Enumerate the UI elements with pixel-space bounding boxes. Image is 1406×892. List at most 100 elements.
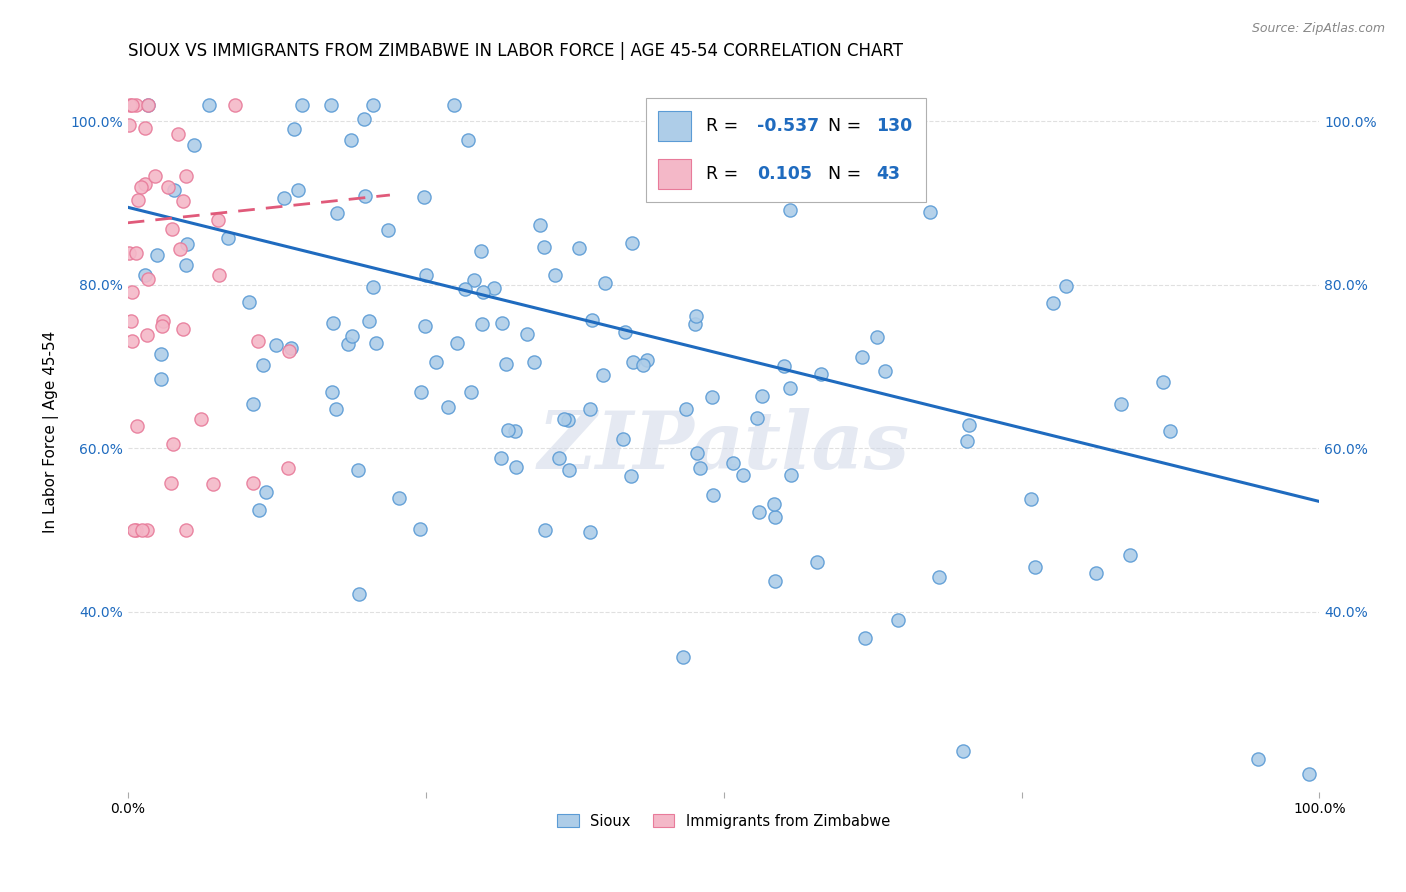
Point (152, 314, 174, 328)
Point (207, 213, 229, 227)
Point (747, 410, 769, 425)
Point (242, 476, 264, 491)
Point (700, 390, 723, 404)
Point (683, 317, 706, 331)
Point (748, 505, 770, 519)
Point (176, 237, 198, 252)
Point (135, 327, 157, 342)
Point (408, 522, 430, 536)
Point (866, 330, 889, 344)
Point (273, 190, 295, 204)
Point (415, 268, 437, 282)
Point (125, 523, 148, 537)
Point (136, 98, 159, 112)
Point (143, 169, 166, 183)
Point (224, 98, 246, 112)
Point (247, 503, 270, 517)
Point (516, 327, 538, 342)
Point (579, 524, 602, 539)
Point (174, 259, 197, 273)
Point (751, 389, 773, 403)
Point (157, 179, 180, 194)
Point (806, 555, 828, 569)
Point (336, 337, 359, 351)
Point (763, 574, 786, 589)
Point (763, 497, 786, 511)
Point (409, 385, 432, 400)
Point (534, 523, 557, 537)
Point (361, 98, 384, 112)
Point (489, 450, 512, 465)
Point (437, 401, 460, 415)
Point (183, 137, 205, 152)
Point (254, 484, 277, 499)
Point (613, 325, 636, 339)
Point (190, 412, 212, 426)
Legend: Sioux, Immigrants from Zimbabwe: Sioux, Immigrants from Zimbabwe (551, 808, 896, 835)
Point (873, 364, 896, 378)
Text: 0.105: 0.105 (756, 165, 811, 183)
Point (149, 372, 172, 386)
Point (779, 381, 801, 395)
Point (413, 190, 436, 204)
Point (172, 321, 194, 335)
Point (460, 384, 482, 399)
Point (136, 271, 159, 285)
Point (471, 318, 494, 332)
Point (160, 221, 183, 235)
Text: 130: 130 (876, 117, 912, 136)
Point (763, 509, 786, 524)
Point (548, 451, 571, 466)
Point (125, 418, 148, 433)
Point (853, 632, 876, 646)
Point (238, 295, 260, 310)
Point (121, 285, 143, 299)
Point (1084, 566, 1107, 580)
FancyBboxPatch shape (658, 112, 692, 142)
Point (246, 334, 269, 348)
Point (612, 432, 634, 446)
Point (471, 285, 494, 299)
Point (928, 570, 950, 584)
Point (1109, 396, 1132, 410)
Point (125, 98, 148, 112)
Point (498, 423, 520, 437)
Point (557, 413, 579, 427)
Point (118, 118, 141, 132)
Point (198, 98, 221, 112)
Point (121, 98, 143, 112)
Point (620, 235, 643, 250)
Point (568, 241, 591, 255)
Text: N =: N = (828, 117, 868, 136)
Point (558, 463, 581, 477)
Point (252, 358, 274, 372)
Point (1024, 559, 1046, 574)
Point (125, 246, 148, 260)
Point (321, 384, 343, 399)
Point (131, 523, 153, 537)
Point (120, 314, 142, 328)
Point (325, 401, 347, 416)
Point (166, 128, 188, 142)
Point (1119, 548, 1142, 562)
Point (457, 133, 479, 147)
Point (353, 112, 375, 126)
Point (470, 244, 492, 259)
Point (264, 337, 287, 351)
Point (1019, 492, 1042, 507)
Point (208, 268, 231, 282)
Point (621, 355, 644, 369)
Point (952, 744, 974, 758)
Point (1159, 424, 1181, 438)
Text: ZIPatlas: ZIPatlas (537, 408, 910, 485)
Point (887, 613, 910, 627)
Point (291, 98, 314, 112)
Point (631, 358, 654, 372)
Y-axis label: In Labor Force | Age 45-54: In Labor Force | Age 45-54 (44, 331, 59, 533)
Point (636, 352, 658, 367)
Point (242, 397, 264, 411)
Point (357, 314, 380, 328)
Point (134, 177, 156, 191)
Point (122, 523, 145, 537)
Point (671, 649, 693, 664)
